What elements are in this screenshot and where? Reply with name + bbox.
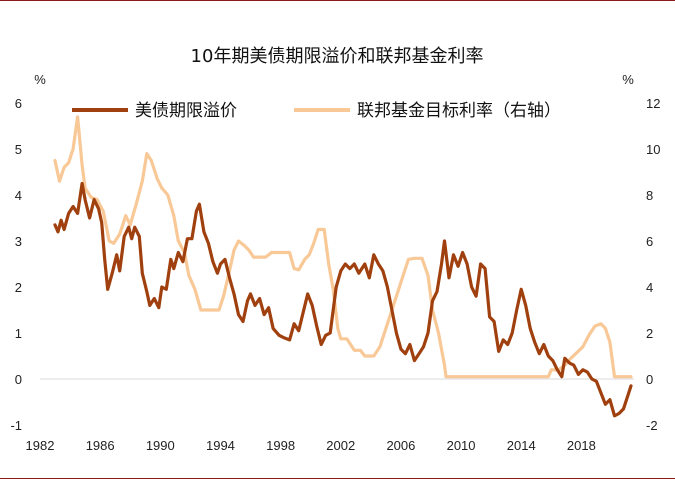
left-tick-label: 5	[15, 142, 22, 157]
right-tick-label: 8	[646, 188, 653, 203]
x-tick-label: 2018	[567, 438, 596, 453]
legend-label-term-premium: 美债期限溢价	[135, 101, 237, 121]
x-axis-ticks: 1982 1986 1990 1994 1998 2002 2006 2010 2014 2018	[26, 438, 596, 453]
left-tick-label: 2	[15, 280, 22, 295]
right-tick-label: 0	[646, 372, 653, 387]
x-tick-label: 1994	[206, 438, 235, 453]
x-tick-label: 2006	[386, 438, 415, 453]
left-tick-label: 3	[15, 234, 22, 249]
x-tick-label: 2010	[447, 438, 476, 453]
right-tick-label: 4	[646, 280, 653, 295]
right-axis-ticks: -2 0 2 4 6 8 10 12	[646, 96, 660, 433]
left-tick-label: 6	[15, 96, 22, 111]
left-axis-unit: %	[34, 72, 46, 87]
right-tick-label: -2	[646, 418, 658, 433]
right-tick-label: 12	[646, 96, 660, 111]
legend-label-fed-funds: 联邦基金目标利率（右轴）	[357, 101, 561, 121]
series-layer	[53, 115, 633, 418]
right-tick-label: 6	[646, 234, 653, 249]
series-line-fed-funds	[53, 115, 633, 379]
x-tick-label: 1990	[146, 438, 175, 453]
x-tick-label: 2014	[507, 438, 536, 453]
left-tick-label: 4	[15, 188, 22, 203]
x-tick-label: 2002	[326, 438, 355, 453]
left-axis-ticks: -1 0 1 2 3 4 5 6	[10, 96, 22, 433]
right-tick-label: 2	[646, 326, 653, 341]
left-tick-label: -1	[10, 418, 22, 433]
left-tick-label: 1	[15, 326, 22, 341]
right-axis-unit: %	[622, 72, 634, 87]
bottom-border	[0, 478, 675, 479]
series-line-term-premium	[53, 181, 633, 418]
left-tick-label: 0	[15, 372, 22, 387]
legend: 美债期限溢价 联邦基金目标利率（右轴）	[72, 101, 561, 121]
x-tick-label: 1986	[86, 438, 115, 453]
top-border	[0, 0, 675, 1]
x-tick-label: 1998	[266, 438, 295, 453]
right-tick-label: 10	[646, 142, 660, 157]
chart-title: 10年期美债期限溢价和联邦基金利率	[191, 46, 484, 67]
x-tick-label: 1982	[26, 438, 55, 453]
